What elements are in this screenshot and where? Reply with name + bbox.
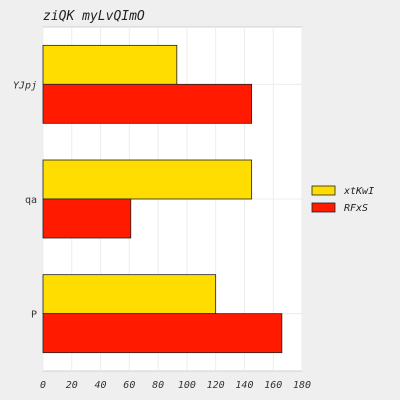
legend-label: RFxS	[344, 203, 368, 214]
x-tick-label: 0	[40, 380, 46, 391]
bars	[42, 44, 283, 354]
x-tick-label: 160	[264, 380, 282, 391]
bar-xtKwI	[42, 274, 217, 315]
bar-xtKwI	[42, 159, 253, 200]
x-tick-label: 140	[235, 380, 253, 391]
x-tick-label: 80	[152, 380, 164, 391]
x-tick-label: 180	[293, 380, 311, 391]
bar-xtKwI	[42, 44, 178, 85]
x-tick-label: 40	[95, 380, 107, 391]
bar-RFxS	[42, 83, 253, 124]
x-tick-label: 100	[178, 380, 196, 391]
bar-RFxS	[42, 313, 283, 354]
bar-RFxS	[42, 198, 132, 239]
y-category-label: P	[31, 310, 37, 321]
x-tick-label: 120	[207, 380, 225, 391]
legend-label: xtKwI	[343, 186, 374, 197]
chart-title: ziQK myLvQImO	[43, 9, 145, 24]
x-axis: 0 20 40 60 80 100 120 140 160 180	[40, 380, 311, 391]
legend: xtKwI RFxS	[311, 185, 374, 214]
y-category-label: YJpj	[13, 80, 37, 91]
legend-swatch	[311, 202, 336, 213]
x-tick-label: 60	[123, 380, 135, 391]
y-category-label: qa	[25, 195, 37, 206]
x-tick-label: 20	[66, 380, 78, 391]
legend-swatch	[311, 185, 336, 196]
y-axis: YJpj qa P	[13, 80, 37, 320]
